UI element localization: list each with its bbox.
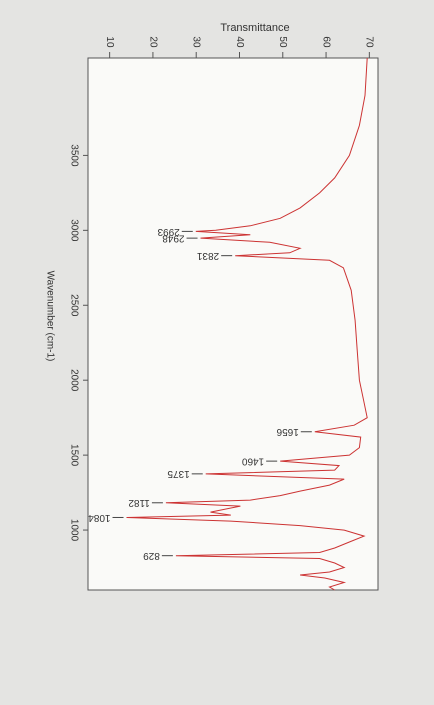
plot-area [87,57,379,591]
y-tick-label: 30 [191,36,202,48]
peak-label: 1084 [88,512,111,523]
peak-label: 1375 [167,468,190,479]
x-axis-title: Wavenumber (cm-1) [44,271,55,362]
peak-label: 2948 [162,232,185,243]
y-tick-label: 60 [320,36,331,48]
spectrum-line [126,57,368,591]
peak-label: 2993 [157,226,180,237]
y-tick-label: 50 [277,36,288,48]
x-tick-label: 3500 [68,144,79,167]
y-tick-label: 20 [147,36,158,48]
x-tick-label: 2000 [68,369,79,392]
peak-label: 1460 [241,455,264,466]
y-tick-label: 40 [234,36,245,48]
peak-label: 1182 [128,497,150,508]
x-tick-label: 1000 [68,519,79,542]
x-tick-label: 3000 [68,219,79,242]
peak-label: 1656 [276,426,299,437]
peak-label: 2831 [196,250,219,261]
y-axis-title: Transmittance [220,22,289,34]
y-tick-label: 10 [104,36,115,48]
peak-label: 829 [143,550,160,561]
x-tick-label: 2500 [68,294,79,317]
x-tick-label: 1500 [68,444,79,467]
y-tick-label: 70 [364,36,375,48]
